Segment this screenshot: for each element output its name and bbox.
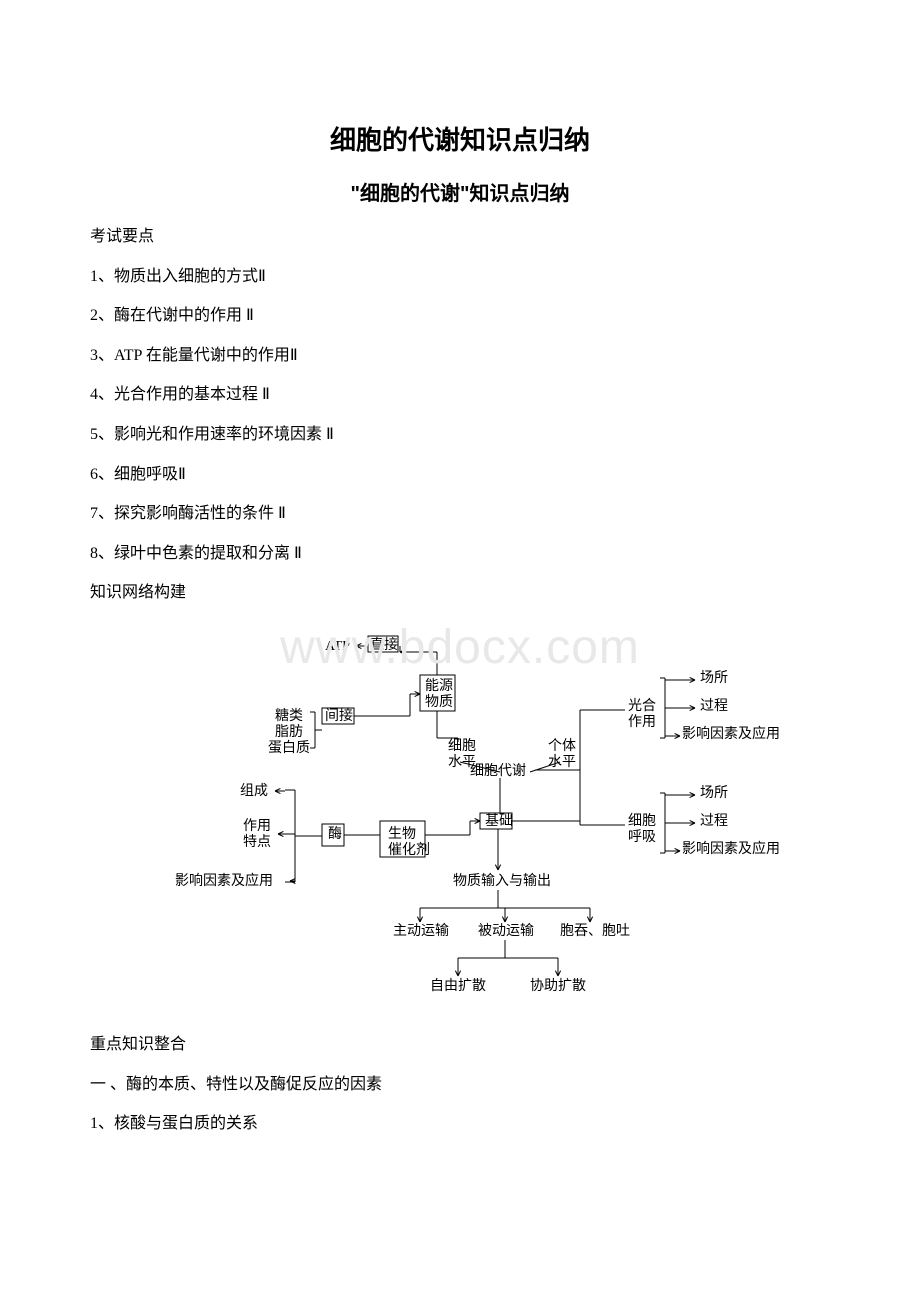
svg-text:过程: 过程 (700, 698, 728, 714)
svg-text:物质: 物质 (425, 694, 453, 710)
svg-text:酶: 酶 (328, 826, 342, 842)
svg-text:催化剂: 催化剂 (388, 842, 430, 858)
svg-text:个体: 个体 (548, 738, 576, 754)
svg-text:能源: 能源 (425, 678, 453, 694)
exam-point: 1、物质出入细胞的方式Ⅱ (90, 264, 830, 290)
key-point: 一 、酶的本质、特性以及酶促反应的因素 (90, 1072, 830, 1098)
svg-text:场所: 场所 (700, 785, 728, 801)
exam-point: 6、细胞呼吸Ⅱ (90, 462, 830, 488)
section-exam-points: 考试要点 (90, 224, 830, 250)
svg-text:糖类: 糖类 (275, 708, 303, 724)
svg-text:呼吸: 呼吸 (628, 829, 656, 845)
svg-text:特点: 特点 (243, 834, 271, 850)
exam-point: 2、酶在代谢中的作用 Ⅱ (90, 303, 830, 329)
section-network: 知识网络构建 (90, 580, 830, 606)
svg-text:过程: 过程 (700, 813, 728, 829)
page-subtitle: "细胞的代谢"知识点归纳 (90, 177, 830, 206)
svg-text:细胞: 细胞 (628, 813, 656, 829)
svg-text:场所: 场所 (700, 670, 728, 686)
svg-text:组成: 组成 (240, 783, 268, 799)
svg-text:自由扩散: 自由扩散 (430, 978, 486, 994)
svg-text:水平: 水平 (548, 754, 576, 770)
svg-text:脂肪: 脂肪 (275, 724, 303, 740)
svg-text:细胞: 细胞 (448, 738, 476, 754)
flowchart-svg: ATP直接能源物质糖类脂肪蛋白质间接细胞水平个体水平细胞代谢光合作用场所过程影响… (140, 620, 780, 1020)
exam-point: 4、光合作用的基本过程 Ⅱ (90, 382, 830, 408)
exam-point: 3、ATP 在能量代谢中的作用Ⅱ (90, 343, 830, 369)
svg-text:间接: 间接 (325, 707, 353, 724)
svg-text:影响因素及应用: 影响因素及应用 (682, 725, 780, 742)
knowledge-network-diagram: www.bdocx.com ATP直接能源物质糖类脂肪蛋白质间接细胞水平个体水平… (90, 620, 830, 1020)
svg-text:被动运输: 被动运输 (478, 923, 534, 939)
section-key-knowledge: 重点知识整合 (90, 1032, 830, 1058)
exam-point: 8、绿叶中色素的提取和分离 Ⅱ (90, 541, 830, 567)
svg-text:协助扩散: 协助扩散 (530, 978, 586, 994)
svg-text:影响因素及应用: 影响因素及应用 (682, 840, 780, 857)
svg-text:生物: 生物 (388, 826, 416, 842)
svg-text:蛋白质: 蛋白质 (268, 740, 310, 756)
page-title: 细胞的代谢知识点归纳 (90, 120, 830, 157)
svg-text:作用: 作用 (243, 818, 271, 834)
exam-point: 7、探究影响酶活性的条件 Ⅱ (90, 501, 830, 527)
svg-text:主动运输: 主动运输 (393, 923, 449, 939)
svg-text:光合: 光合 (628, 698, 656, 714)
svg-text:物质输入与输出: 物质输入与输出 (453, 873, 551, 889)
svg-text:胞吞、胞吐: 胞吞、胞吐 (560, 923, 630, 939)
svg-text:影响因素及应用: 影响因素及应用 (175, 872, 273, 889)
svg-text:ATP: ATP (325, 639, 350, 654)
exam-point: 5、影响光和作用速率的环境因素 Ⅱ (90, 422, 830, 448)
svg-text:直接: 直接 (370, 636, 398, 653)
svg-text:作用: 作用 (628, 714, 656, 730)
key-point: 1、核酸与蛋白质的关系 (90, 1111, 830, 1137)
svg-text:基础: 基础 (485, 812, 513, 829)
